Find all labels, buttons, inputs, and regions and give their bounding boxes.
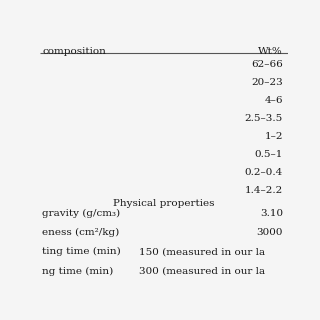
Text: gravity (g/cm₃): gravity (g/cm₃) xyxy=(43,209,121,218)
Text: 0.2–0.4: 0.2–0.4 xyxy=(245,168,283,177)
Text: 20–23: 20–23 xyxy=(251,78,283,87)
Text: Physical properties: Physical properties xyxy=(113,198,215,208)
Text: 62–66: 62–66 xyxy=(251,60,283,69)
Text: 4–6: 4–6 xyxy=(265,96,283,105)
Text: 3.10: 3.10 xyxy=(260,209,283,218)
Text: Wt%: Wt% xyxy=(258,47,283,56)
Text: 1–2: 1–2 xyxy=(265,132,283,141)
Text: 0.5–1: 0.5–1 xyxy=(255,150,283,159)
Text: composition: composition xyxy=(43,47,106,56)
Text: 300 (measured in our la: 300 (measured in our la xyxy=(139,267,265,276)
Text: 3000: 3000 xyxy=(257,228,283,237)
Text: ting time (min): ting time (min) xyxy=(43,247,121,256)
Text: 2.5–3.5: 2.5–3.5 xyxy=(245,114,283,123)
Text: ng time (min): ng time (min) xyxy=(43,267,114,276)
Text: 1.4–2.2: 1.4–2.2 xyxy=(245,186,283,195)
Text: eness (cm²/kg): eness (cm²/kg) xyxy=(43,228,120,237)
Text: 150 (measured in our la: 150 (measured in our la xyxy=(139,247,265,256)
